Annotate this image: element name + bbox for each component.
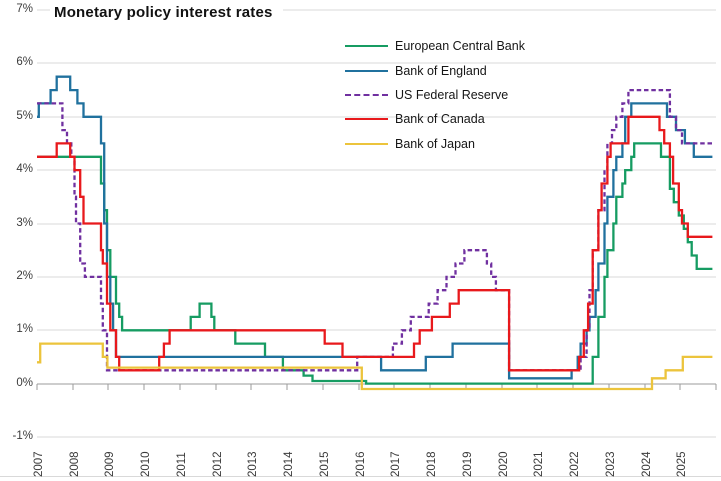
y-axis-label: 1% — [16, 323, 33, 336]
legend-line-swatch — [345, 118, 388, 121]
series-line-ecb — [37, 142, 713, 385]
y-axis-label: 0% — [16, 376, 33, 389]
legend-item-fed: US Federal Reserve — [345, 83, 525, 107]
x-axis-label: 2017 — [390, 451, 403, 477]
legend-item-boe: Bank of England — [345, 58, 525, 82]
x-axis-label: 2020 — [497, 451, 510, 477]
x-axis-label: 2023 — [604, 451, 617, 477]
legend-line-swatch — [345, 142, 388, 145]
legend-line-swatch — [345, 93, 388, 96]
y-axis-label: 7% — [16, 3, 33, 15]
legend-label: US Federal Reserve — [395, 87, 509, 102]
y-axis-label: 6% — [16, 56, 33, 69]
x-axis-label: 2010 — [140, 451, 153, 477]
series-line-fed — [37, 88, 713, 372]
y-axis-label: 4% — [16, 163, 33, 176]
x-axis-label: 2022 — [569, 451, 582, 477]
legend-label: European Central Bank — [395, 39, 525, 54]
x-axis-label: 2009 — [104, 451, 117, 477]
x-axis-label: 2008 — [68, 451, 81, 477]
x-axis-label: 2013 — [247, 451, 260, 477]
legend-line-swatch — [345, 45, 388, 48]
x-axis-label: 2019 — [461, 451, 474, 477]
y-axis-label: 5% — [16, 109, 33, 122]
chart-legend: European Central Bank Bank of England US F… — [345, 34, 525, 156]
x-axis-label: 2007 — [33, 451, 45, 477]
legend-label: Bank of Canada — [395, 112, 485, 127]
legend-label: Bank of Japan — [395, 136, 475, 151]
chart-title: Monetary policy interest rates — [50, 2, 283, 23]
legend-label: Bank of England — [395, 63, 487, 78]
legend-item-boj: Bank of Japan — [345, 132, 525, 156]
y-axis-label: -1% — [12, 430, 33, 442]
x-axis-label: 2024 — [640, 451, 653, 477]
x-axis-label: 2014 — [283, 451, 296, 477]
x-axis-label: 2015 — [318, 451, 331, 477]
x-axis-label: 2018 — [426, 451, 439, 477]
y-axis-label: 3% — [16, 216, 33, 229]
x-axis-label: 2016 — [354, 451, 367, 477]
x-axis-label: 2012 — [211, 451, 224, 477]
x-axis-label: 2021 — [533, 451, 546, 477]
legend-line-swatch — [345, 69, 388, 72]
x-axis-label: 2011 — [175, 452, 188, 477]
legend-item-boc: Bank of Canada — [345, 107, 525, 131]
series-line-boc — [37, 115, 713, 372]
y-axis-label: 2% — [16, 269, 33, 282]
x-axis-label: 2025 — [676, 451, 689, 477]
legend-item-ecb: European Central Bank — [345, 34, 525, 58]
series-line-boj — [37, 342, 713, 391]
chart-frame-border — [0, 476, 721, 477]
